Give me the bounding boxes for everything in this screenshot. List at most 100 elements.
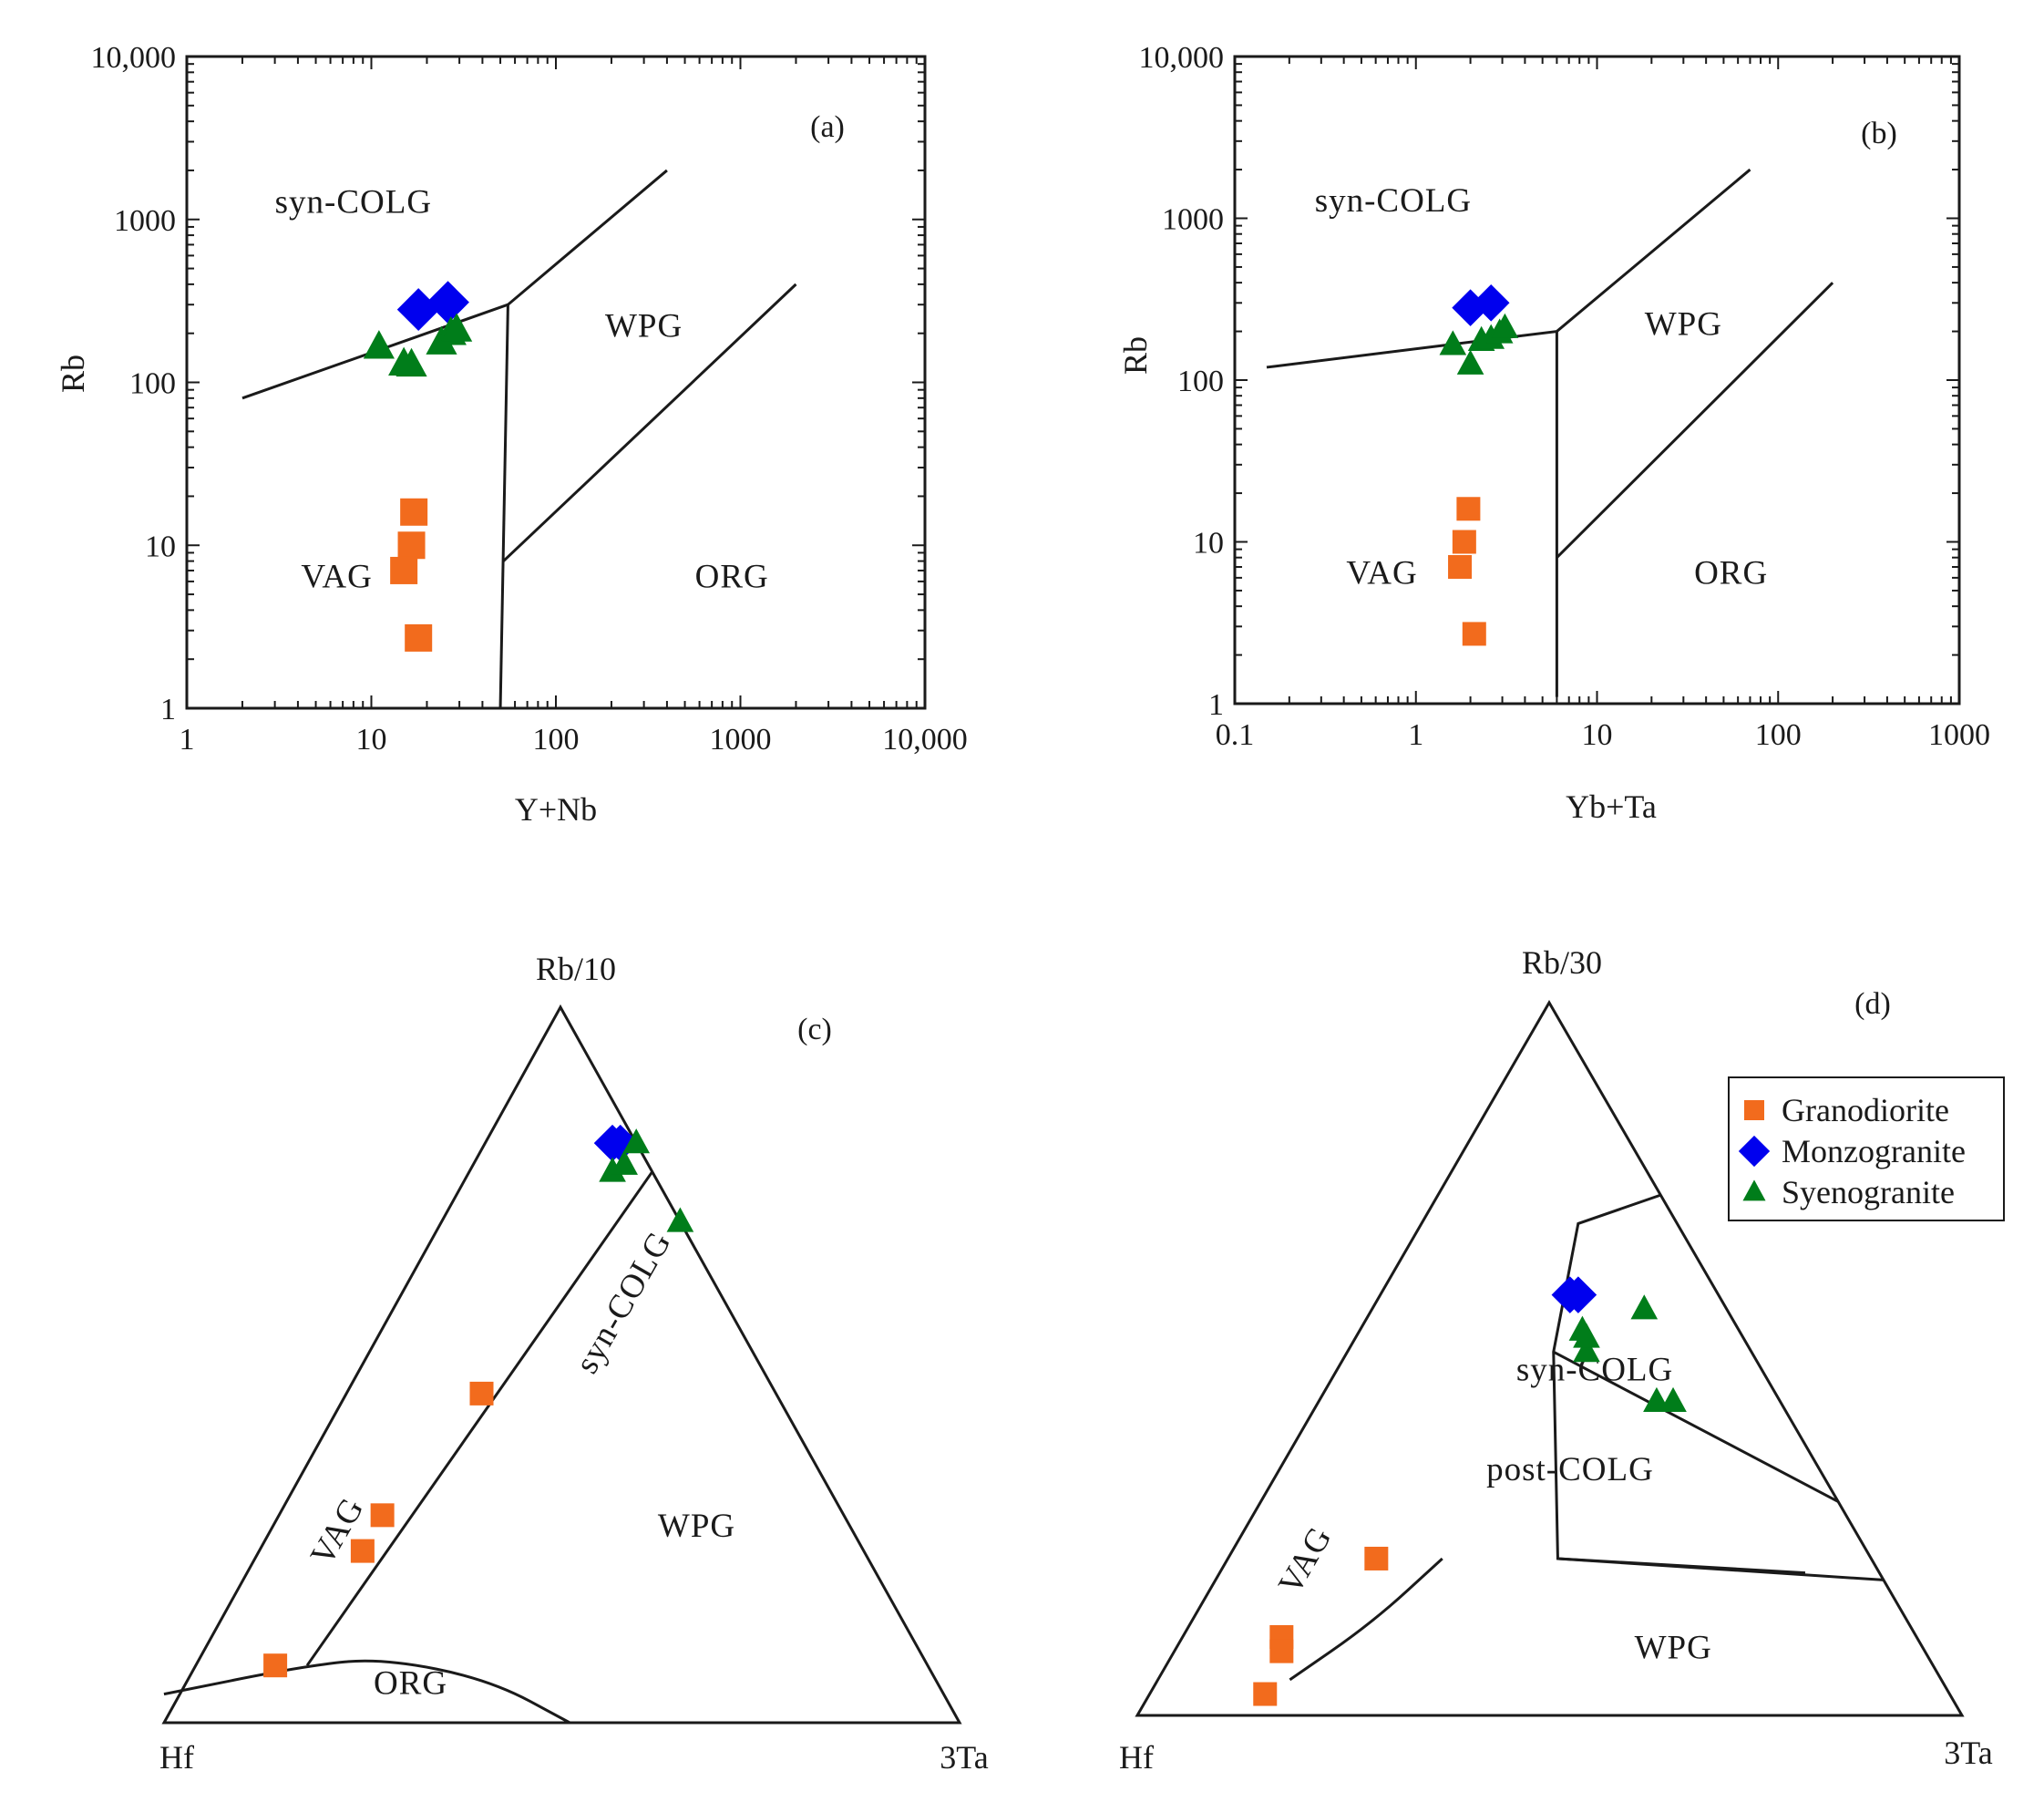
x-tick-label: 100 <box>1755 718 1802 752</box>
x-axis-label: Y+Nb <box>515 791 597 828</box>
y-tick-label: 100 <box>1177 365 1224 398</box>
point-syenogranite <box>622 1128 651 1154</box>
field-boundary <box>1553 1350 1839 1503</box>
field-label: syn-COLG <box>1315 182 1472 220</box>
point-granodiorite <box>263 1653 288 1678</box>
y-tick-label: 1000 <box>1162 203 1224 237</box>
field-boundary <box>163 1659 570 1725</box>
field-boundary <box>1557 1557 1885 1581</box>
field-boundary <box>1289 1557 1443 1682</box>
field-label: ORG <box>374 1665 447 1703</box>
point-syenogranite <box>363 330 395 359</box>
x-tick-label: 1000 <box>1928 718 1990 752</box>
boundary-lines <box>1289 1193 1885 1682</box>
field-boundary <box>1556 282 1834 559</box>
point-granodiorite <box>400 498 428 526</box>
y-tick-label: 1000 <box>114 204 176 238</box>
x-tick-label: 1000 <box>710 723 772 757</box>
point-granodiorite <box>350 1539 375 1563</box>
y-tick-label: 10 <box>145 530 176 563</box>
point-granodiorite <box>1456 497 1481 521</box>
tick-labels: 1 10 100 1000 10,000 1 10 100 1000 10,000 <box>91 41 968 757</box>
panel-label: (d) <box>1854 987 1891 1021</box>
tick-marks <box>1234 57 1959 705</box>
y-tick-label: 10,000 <box>91 41 177 75</box>
field-label: WPG <box>1645 306 1722 344</box>
boundary-lines <box>1266 168 1834 697</box>
point-syenogranite <box>441 313 473 342</box>
legend-label: Granodiorite <box>1782 1092 1949 1128</box>
panel-label: (c) <box>797 1013 832 1046</box>
tick-marks <box>186 57 925 709</box>
y-tick-label: 10,000 <box>1139 41 1225 75</box>
point-syenogranite <box>395 347 427 377</box>
field-label: syn-COLG <box>568 1225 679 1380</box>
point-granodiorite <box>1462 622 1486 646</box>
field-label: ORG <box>695 559 769 596</box>
point-syenogranite <box>599 1157 626 1182</box>
y-axis-label: Rb <box>1117 336 1154 375</box>
point-granodiorite <box>469 1381 494 1406</box>
point-granodiorite <box>397 531 426 560</box>
apex-label-right: 3Ta <box>1944 1735 1992 1771</box>
field-label: VAG <box>301 559 372 596</box>
point-granodiorite <box>390 556 418 584</box>
point-monzogranite <box>1452 289 1489 326</box>
ternary-triangle <box>1135 1000 1965 1717</box>
field-label: WPG <box>605 308 683 345</box>
point-granodiorite <box>1364 1546 1389 1570</box>
point-granodiorite <box>370 1503 395 1528</box>
point-granodiorite <box>1253 1682 1278 1706</box>
y-axis-label: Rb <box>55 355 91 393</box>
x-tick-label: 100 <box>533 723 580 757</box>
ternary-triangle <box>161 1004 962 1725</box>
plot-frame <box>1233 55 1961 705</box>
panel-label: (a) <box>810 110 845 144</box>
field-label: VAG <box>1346 555 1417 592</box>
field-label: WPG <box>658 1508 735 1545</box>
apex-label-left: Hf <box>159 1739 194 1776</box>
y-tick-label: 10 <box>1193 527 1224 561</box>
legend-marker-syenogranite <box>1742 1179 1766 1201</box>
point-syenogranite <box>1456 349 1484 375</box>
x-tick-label: 1 <box>180 723 195 757</box>
field-boundary <box>305 1170 653 1667</box>
boundary-lines <box>241 169 797 709</box>
point-monzogranite <box>1559 1276 1597 1313</box>
point-syenogranite <box>1573 1337 1600 1363</box>
x-tick-label: 10,000 <box>882 723 968 757</box>
x-tick-label: 0.1 <box>1216 718 1255 752</box>
data-points <box>1253 1276 1687 1706</box>
data-points <box>1439 284 1519 646</box>
field-labels: syn-COLG WPG VAG ORG <box>275 183 769 596</box>
legend-label: Monzogranite <box>1782 1133 1966 1169</box>
data-points <box>263 1124 694 1678</box>
apex-label-top: Rb/30 <box>1522 944 1602 981</box>
field-boundary <box>498 304 509 709</box>
point-granodiorite <box>1269 1639 1294 1663</box>
legend: Granodiorite Monzogranite Syenogranite <box>1728 1076 2005 1221</box>
x-tick-label: 10 <box>356 723 387 757</box>
panel-a: 1 10 100 1000 10,000 1 10 100 1000 10,000 syn-COL… <box>55 41 968 828</box>
x-tick-label: 10 <box>1582 718 1613 752</box>
field-label: syn-COLG <box>275 183 432 221</box>
field-boundary <box>502 283 797 562</box>
point-granodiorite <box>405 623 433 652</box>
legend-marker-monzogranite <box>1738 1135 1771 1168</box>
legend-box <box>1728 1076 2005 1221</box>
legend-label: Syenogranite <box>1782 1174 1955 1210</box>
apex-label-left: Hf <box>1119 1739 1154 1776</box>
field-labels: syn-COLG WPG VAG ORG <box>1315 182 1768 592</box>
apex-label-right: 3Ta <box>940 1739 988 1776</box>
apex-label-top: Rb/10 <box>536 951 616 987</box>
point-syenogranite <box>611 1149 638 1175</box>
point-syenogranite <box>1491 313 1519 338</box>
boundary-lines <box>163 1170 653 1725</box>
y-tick-label: 1 <box>160 693 176 726</box>
